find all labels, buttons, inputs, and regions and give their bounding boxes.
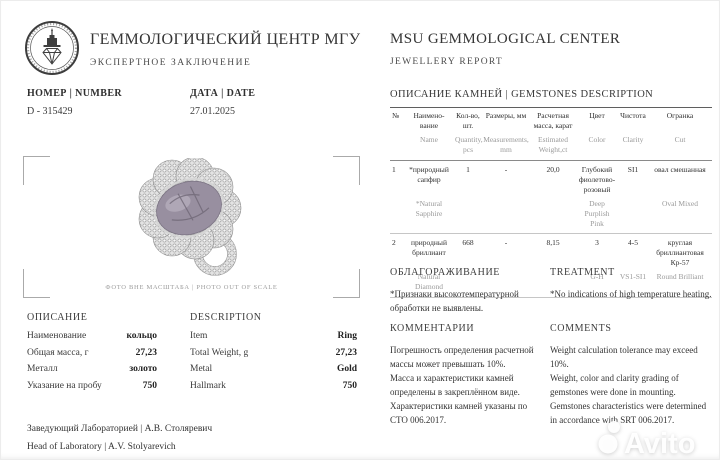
photo-corner-mark [23, 156, 50, 185]
col-header: Размеры, мм [485, 111, 527, 120]
org-subtitle-ru: ЭКСПЕРТНОЕ ЗАКЛЮЧЕНИЕ [90, 58, 252, 68]
col-header: № [392, 111, 400, 120]
comments-heading-ru: КОММЕНТАРИИ [390, 323, 475, 334]
cell: 8,15 [546, 238, 560, 248]
report-number-block: НОМЕР | NUMBER D - 315429 [27, 88, 122, 117]
signature-en: Head of Laboratory | A.V. Stolyarevich [27, 442, 176, 453]
number-label: НОМЕР | NUMBER [27, 88, 123, 99]
treatment-heading-ru: ОБЛАГОРАЖИВАНИЕ [390, 267, 500, 278]
cell: 1 [466, 164, 470, 174]
table-row: 1 *природный сапфир *Natural Sapphire 1 -… [390, 160, 712, 235]
treatment-heading-en: TREATMENT [550, 267, 615, 278]
photo-corner-mark [23, 269, 50, 298]
treatment-section: ОБЛАГОРАЖИВАНИЕ TREATMENT *Признаки высо… [390, 262, 712, 316]
treatment-text-en: *No indications of high temperature heat… [550, 289, 712, 299]
gemstones-table: № Наимено-вание Name Кол-во, шт. Quantity,… [390, 107, 712, 299]
gemstones-section-heading: ОПИСАНИЕ КАМНЕЙ | GEMSTONES DESCRIPTION [390, 89, 712, 108]
treatment-text-ru: *Признаки высокотемпературной обработки … [390, 289, 519, 313]
col-header: Чистота [620, 111, 646, 120]
comments-text-en: Weight calculation tolerance may exceed … [550, 345, 707, 425]
cell: 4-5 [628, 238, 638, 248]
cell: 668 [462, 238, 474, 248]
avito-watermark-text: Avito [624, 428, 695, 459]
col-header: Цвет [589, 111, 605, 120]
msu-emblem-icon [25, 21, 79, 75]
jewellery-photo-frame: ФОТО ВНЕ МАСШТАБА | PHOTO OUT OF SCALE [23, 156, 360, 298]
item-description-section: ОПИСАНИЕ DESCRIPTION Наименование кольцо … [27, 312, 357, 397]
cell: - [504, 164, 508, 174]
cell: *природный сапфир [409, 164, 449, 184]
cell: 2 [392, 238, 396, 248]
description-row: Общая масса, г 27,23 Total Weight, g 27,23 [27, 348, 357, 358]
org-subtitle-en: JEWELLERY REPORT [390, 57, 504, 67]
avito-watermark: Avito [598, 421, 695, 459]
descr-label-ru: Общая масса, г [27, 347, 89, 358]
descr-value-en: 27,23 [335, 347, 357, 358]
description-heading-en: DESCRIPTION [190, 312, 262, 323]
col-header: Наимено-вание [413, 111, 445, 130]
descr-label-ru: Металл [27, 364, 58, 374]
gemstones-table-wrap: № Наимено-вание Name Кол-во, шт. Quantity,… [390, 107, 712, 299]
descr-value-ru: 750 [142, 380, 157, 391]
col-header: Кол-во, шт. [456, 111, 480, 130]
cell: природный бриллиант [411, 238, 447, 258]
descr-value-en: Ring [337, 331, 357, 341]
cell: - [504, 238, 508, 248]
col-header: Расчетная масса, карат [533, 111, 573, 130]
photo-caption: ФОТО ВНЕ МАСШТАБА | PHOTO OUT OF SCALE [105, 284, 278, 291]
msu-building-glyph [43, 28, 61, 47]
cell: Глубокий фиолетово-розовый [578, 164, 616, 194]
signature-block: Заведующий Лабораторией | А.В. Столяреви… [27, 420, 212, 456]
description-row: Наименование кольцо Item Ring [27, 331, 357, 341]
number-value: D - 315429 [27, 106, 73, 117]
photo-corner-mark [333, 156, 360, 185]
description-heading-ru: ОПИСАНИЕ [27, 312, 88, 323]
descr-label-ru: Указание на пробу [27, 380, 102, 391]
table-header-row: № Наимено-вание Name Кол-во, шт. Quantity,… [390, 107, 712, 161]
cell: 1 [392, 164, 396, 174]
description-row: Указание на пробу 750 Hallmark 750 [27, 381, 357, 391]
col-header: Огранка [666, 111, 694, 120]
ring-photo [138, 158, 241, 276]
descr-value-ru: золото [129, 364, 157, 374]
descr-value-en: Gold [336, 364, 357, 374]
descr-label-en: Total Weight, g [190, 347, 249, 358]
descr-label-en: Metal [190, 364, 213, 374]
cell: 3 [595, 238, 599, 248]
date-value: 27.01.2025 [190, 106, 235, 117]
descr-value-en: 750 [342, 380, 357, 391]
descr-label-en: Hallmark [190, 380, 226, 391]
table-row: 2 природный бриллиант Natural Diamond 668… [390, 233, 712, 299]
descr-label-en: Item [190, 331, 208, 341]
comments-heading-en: COMMENTS [550, 323, 612, 334]
cell: овал смешанная [654, 164, 706, 174]
cell: круглая бриллиантовая Кр-57 [656, 238, 704, 268]
comments-text-ru: Погрешность определения расчетной массы … [390, 345, 534, 425]
descr-label-ru: Наименование [27, 331, 87, 341]
cell: 20,0 [546, 164, 560, 174]
org-title-en: MSU GEMMOLOGICAL CENTER [390, 31, 621, 47]
report-date-block: ДАТА | DATE 27.01.2025 [190, 88, 255, 117]
description-row: Металл золото Metal Gold [27, 364, 357, 374]
cell: SI1 [627, 164, 639, 174]
org-title-ru: ГЕММОЛОГИЧЕСКИЙ ЦЕНТР МГУ [90, 31, 361, 48]
descr-value-ru: 27,23 [135, 347, 157, 358]
diamond-glyph [42, 48, 62, 65]
date-label: ДАТА | DATE [190, 88, 256, 99]
descr-value-ru: кольцо [126, 331, 157, 341]
signature-ru: Заведующий Лабораторией | А.В. Столяреви… [27, 424, 213, 434]
comments-section: КОММЕНТАРИИ COMMENTS Погрешность определ… [390, 318, 712, 428]
photo-corner-mark [333, 269, 360, 298]
